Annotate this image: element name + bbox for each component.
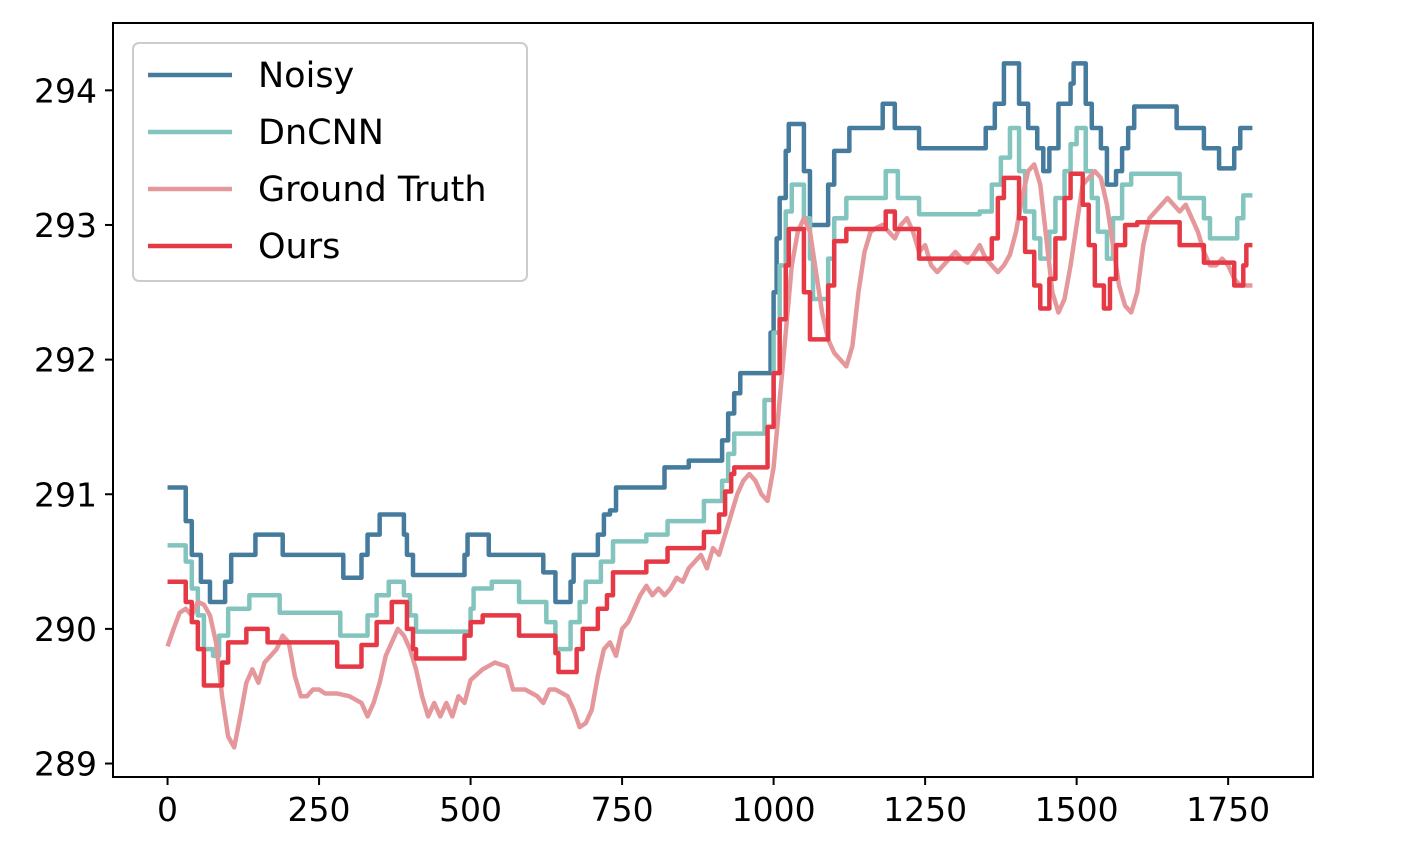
legend-label-ours: Ours	[258, 227, 340, 267]
y-tick-label: 292	[34, 341, 97, 380]
series-layer	[165, 61, 1253, 750]
y-axis: 289 290 291 292 293 294	[34, 71, 113, 784]
y-tick-label: 289	[34, 745, 97, 784]
x-tick-label: 250	[288, 790, 351, 829]
series-line-noisy	[167, 61, 1253, 605]
y-tick-label: 294	[34, 71, 97, 110]
legend-label-dncnn: DnCNN	[258, 113, 384, 153]
x-tick-label: 1750	[1186, 790, 1270, 829]
y-tick-label: 291	[34, 475, 97, 514]
x-tick-label: 0	[157, 790, 178, 829]
plot-frame	[112, 22, 1314, 778]
x-tick-label: 1000	[732, 790, 816, 829]
legend: Noisy DnCNN Ground Truth Ours	[132, 42, 528, 282]
x-tick-label: 500	[439, 790, 502, 829]
legend-box	[132, 42, 528, 282]
series-line-ours	[167, 171, 1253, 688]
y-tick-label: 290	[34, 610, 97, 649]
x-tick-label: 750	[591, 790, 654, 829]
series-line-ground-truth	[165, 162, 1253, 750]
legend-label-noisy: Noisy	[258, 56, 354, 96]
legend-label-ground-truth: Ground Truth	[258, 170, 487, 210]
y-tick-label: 293	[34, 206, 97, 245]
x-tick-label: 1250	[883, 790, 967, 829]
x-axis: 0 250 500 750 1000 1250 1500 1750	[157, 777, 1270, 829]
x-tick-label: 1500	[1035, 790, 1119, 829]
